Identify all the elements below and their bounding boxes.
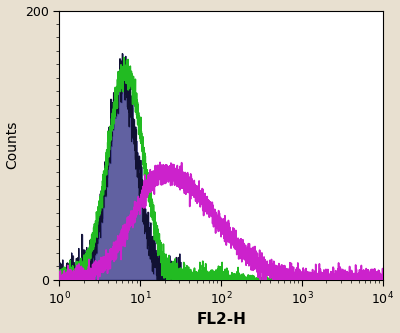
X-axis label: FL2-H: FL2-H bbox=[196, 312, 246, 327]
Y-axis label: Counts: Counts bbox=[6, 121, 20, 169]
